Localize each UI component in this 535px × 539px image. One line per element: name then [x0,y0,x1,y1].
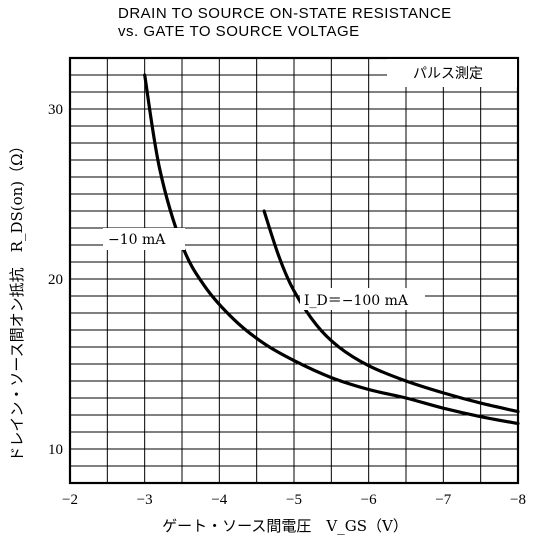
series-line-100ma [262,209,520,414]
x-tick-label: −5 [286,492,302,508]
series-b-label: I_D＝−100 mA [300,288,425,310]
x-tick-label: −3 [137,492,153,508]
x-tick-label: −2 [62,492,78,508]
measurement-note: パルス測定 [387,59,517,87]
series-b-label-text: I_D＝−100 mA [304,293,409,309]
y-axis-title: ドレイン・ソース間オン抵抗 R_DS(on)（Ω） [8,138,26,461]
y-tick-label: 10 [48,442,63,458]
series-a-label-text: −10 mA [108,232,166,248]
x-tick-label: −7 [435,492,451,508]
chart-title-group: DRAIN TO SOURCE ON-STATE RESISTANCE vs. … [118,5,452,40]
chart-title: DRAIN TO SOURCE ON-STATE RESISTANCE [118,5,452,22]
x-tick-label: −6 [361,492,377,508]
series-b-label-bg [300,288,425,310]
series-a-label: −10 mA [103,228,185,250]
x-tick-label: −8 [510,492,526,508]
series-a-label-bg [103,228,185,250]
plot-frame [68,56,520,485]
chart-subtitle: vs. GATE TO SOURCE VOLTAGE [118,23,360,40]
measurement-note-box [387,59,517,87]
y-tick-label: 20 [48,272,63,288]
x-tick-label: −4 [211,492,227,508]
tick-layer: −2 −3 −4 −5 −6 −7 −8 10 20 30 [48,102,526,508]
y-tick-label: 30 [48,102,63,118]
grid-layer [69,57,519,484]
x-axis-title: ゲート・ソース間電圧 V_GS（V） [162,517,408,535]
measurement-note-text: パルス測定 [413,66,483,82]
